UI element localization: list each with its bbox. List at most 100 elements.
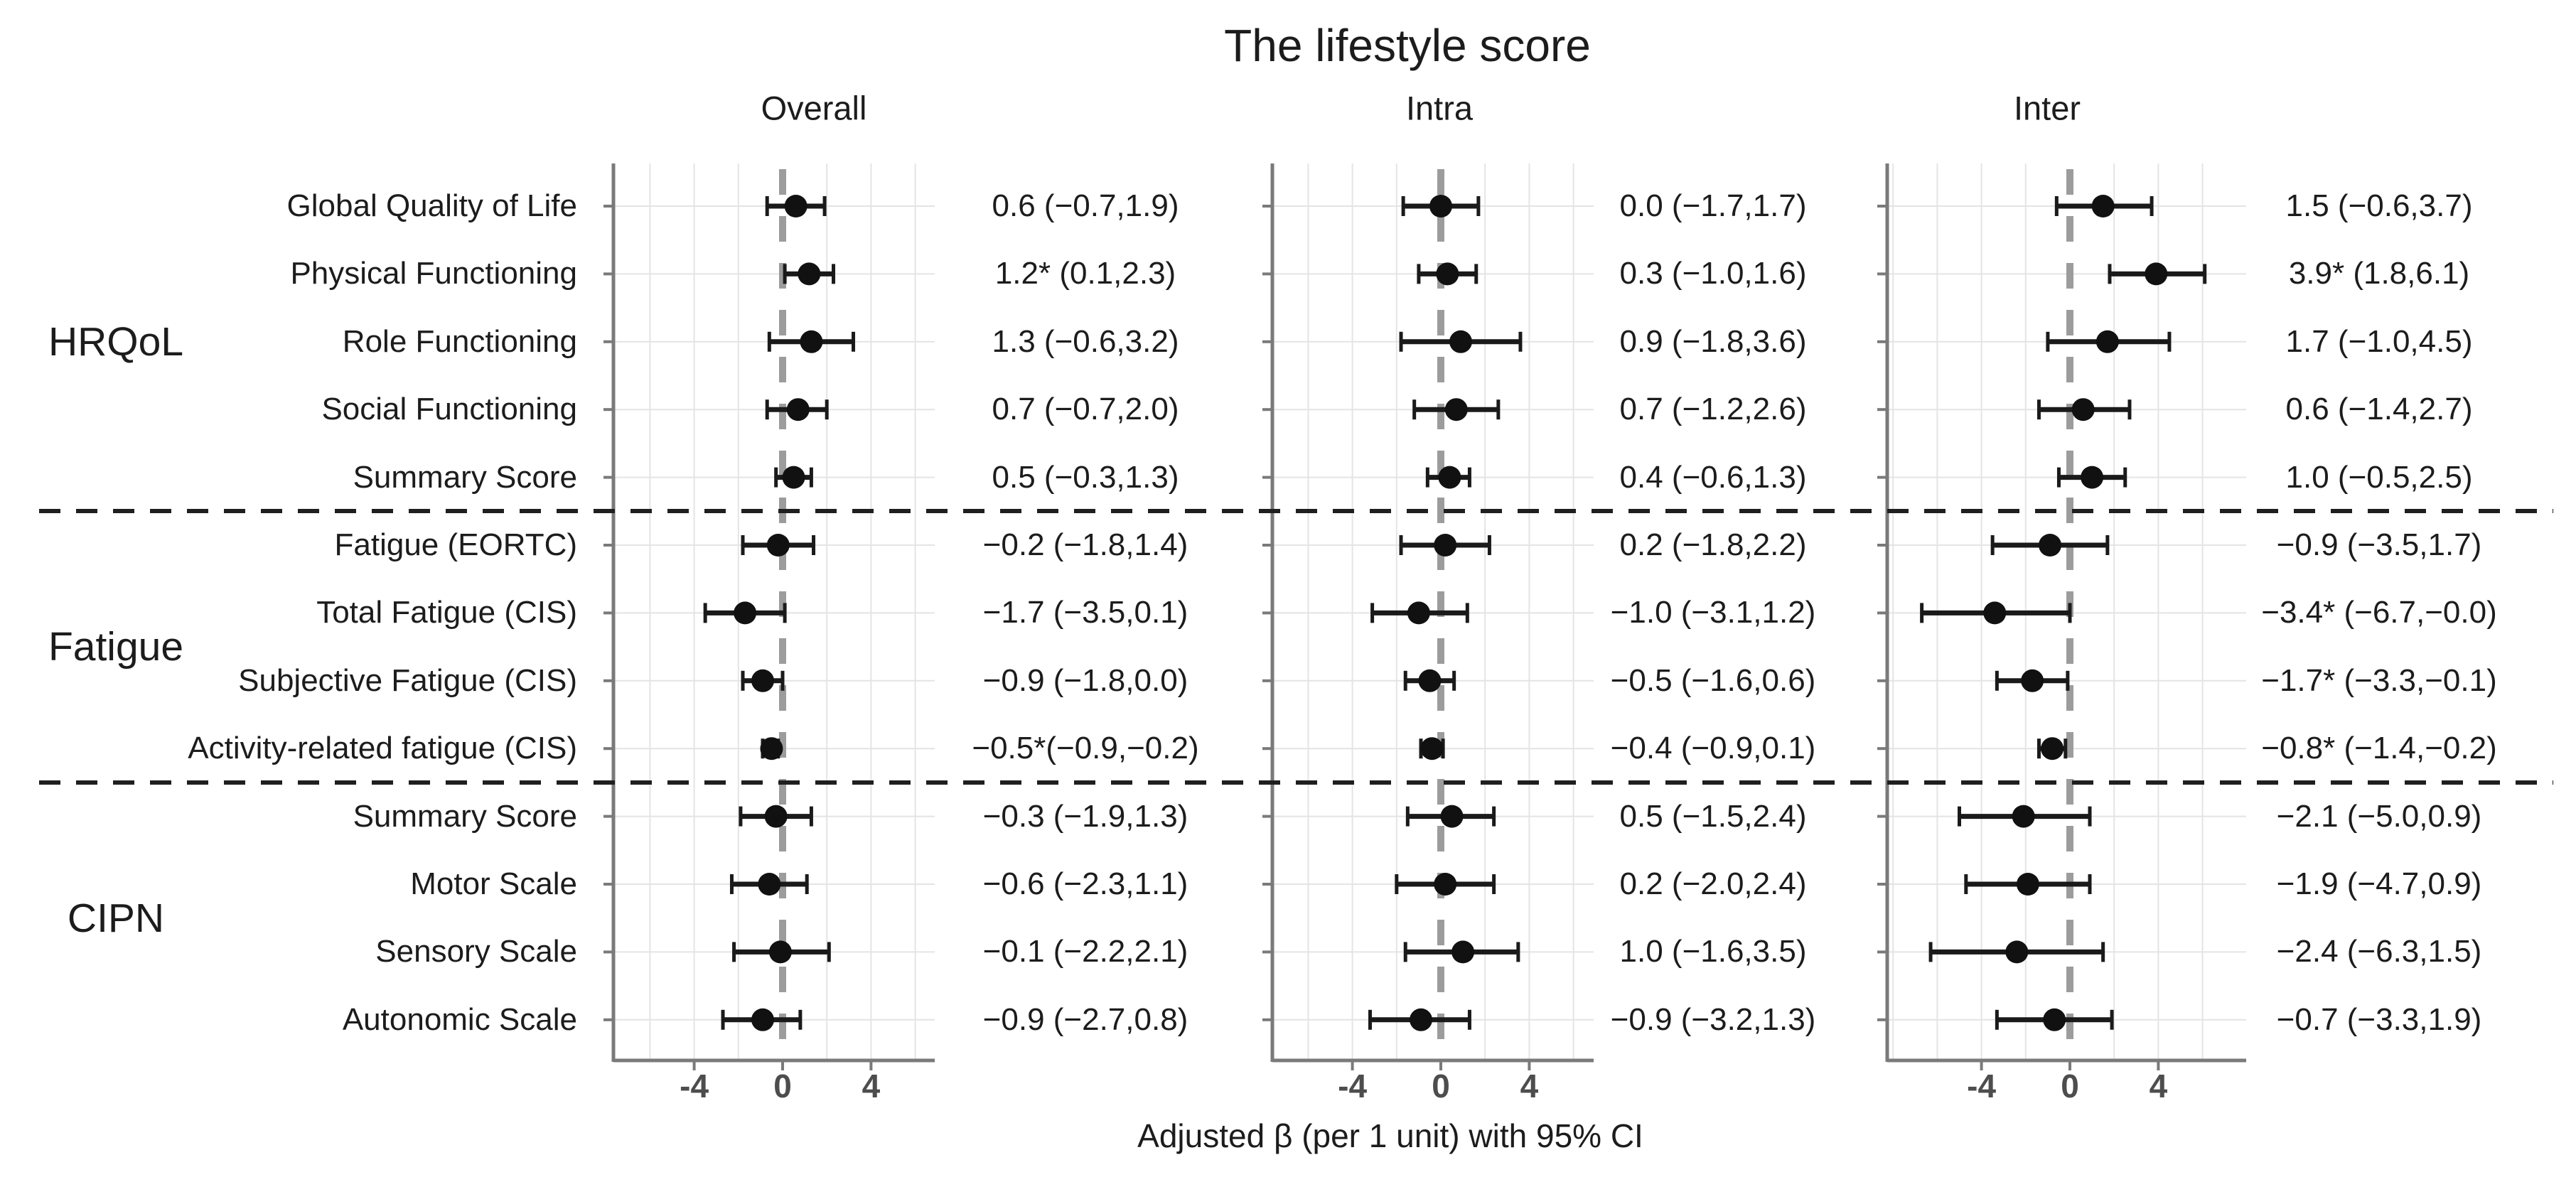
panel-header-intra: Intra: [1405, 89, 1474, 127]
estimate-point: [734, 601, 757, 625]
estimate-ci-text: 0.0 (−1.7,1.7): [1619, 188, 1807, 223]
estimate-ci-text: −1.0 (−3.1,1.2): [1610, 595, 1816, 630]
estimate-point: [1420, 737, 1444, 761]
estimate-point: [2091, 195, 2115, 217]
estimate-ci-text: 0.2 (−2.0,2.4): [1619, 866, 1807, 901]
x-tick-label: 0: [1432, 1068, 1450, 1105]
estimate-ci-text: −0.4 (−0.9,0.1): [1610, 731, 1816, 766]
estimate-point: [2021, 669, 2044, 692]
estimate-ci-text: 0.6 (−0.7,1.9): [992, 188, 1179, 223]
x-tick-label: 0: [773, 1068, 792, 1105]
estimate-point: [760, 737, 783, 761]
row-label: Activity-related fatigue (CIS): [188, 731, 577, 766]
estimate-point: [784, 195, 807, 217]
estimate-point: [1407, 601, 1430, 625]
estimate-point: [751, 669, 775, 692]
row-label: Motor Scale: [410, 866, 577, 901]
estimate-point: [1434, 534, 1457, 557]
estimate-ci-text: 1.7 (−1.0,4.5): [2285, 323, 2473, 359]
estimate-ci-text: 0.6 (−1.4,2.7): [2285, 392, 2473, 427]
estimate-point: [764, 805, 788, 828]
estimate-point: [2016, 873, 2039, 896]
panel-header-inter: Inter: [2013, 89, 2081, 127]
estimate-point: [1983, 601, 2007, 625]
estimate-ci-text: −0.1 (−2.2,2.1): [982, 934, 1188, 969]
row-label: Physical Functioning: [290, 256, 577, 291]
estimate-ci-text: −0.5*(−0.9,−0.2): [972, 731, 1199, 766]
estimate-ci-text: −0.8* (−1.4,−0.2): [2261, 731, 2497, 766]
estimate-point: [1440, 805, 1464, 828]
estimate-point: [1434, 873, 1457, 896]
estimate-ci-text: −0.7 (−3.3,1.9): [2276, 1001, 2482, 1037]
x-tick-label: -4: [1338, 1068, 1368, 1105]
estimate-ci-text: −0.2 (−1.8,1.4): [982, 527, 1188, 562]
estimate-ci-text: 0.9 (−1.8,3.6): [1619, 323, 1807, 359]
panel-header-overall: Overall: [761, 89, 867, 127]
estimate-point: [1436, 262, 1459, 286]
estimate-ci-text: −1.9 (−4.7,0.9): [2276, 866, 2482, 901]
estimate-point: [786, 398, 810, 421]
x-tick-label: 4: [2149, 1068, 2168, 1105]
estimate-point: [800, 330, 823, 353]
x-tick-label: -4: [1967, 1068, 1997, 1105]
group-label-cipn: CIPN: [67, 896, 165, 941]
x-tick-label: -4: [680, 1068, 709, 1105]
estimate-point: [2041, 737, 2064, 761]
group-label-fatigue: Fatigue: [48, 624, 184, 670]
estimate-point: [1418, 669, 1442, 692]
row-label: Sensory Scale: [375, 934, 577, 969]
estimate-ci-text: 1.0 (−1.6,3.5): [1619, 934, 1807, 969]
estimate-point: [2039, 534, 2062, 557]
estimate-ci-text: −0.6 (−2.3,1.1): [982, 866, 1188, 901]
estimate-ci-text: 0.7 (−1.2,2.6): [1619, 392, 1807, 427]
estimate-point: [2081, 466, 2104, 489]
estimate-point: [2071, 398, 2095, 421]
estimate-point: [1438, 466, 1461, 489]
estimate-point: [2012, 805, 2035, 828]
row-label: Role Functioning: [342, 323, 577, 359]
estimate-ci-text: 0.3 (−1.0,1.6): [1619, 256, 1807, 291]
estimate-point: [1444, 398, 1468, 421]
estimate-ci-text: 1.2* (0.1,2.3): [994, 256, 1176, 291]
estimate-ci-text: 0.5 (−0.3,1.3): [992, 459, 1179, 495]
estimate-ci-text: 0.2 (−1.8,2.2): [1619, 527, 1807, 562]
x-tick-label: 4: [1520, 1068, 1539, 1105]
estimate-ci-text: 1.3 (−0.6,3.2): [992, 323, 1179, 359]
row-label: Fatigue (EORTC): [334, 527, 578, 562]
estimate-point: [2043, 1008, 2066, 1031]
estimate-ci-text: −3.4* (−6.7,−0.0): [2261, 595, 2497, 630]
estimate-ci-text: 0.5 (−1.5,2.4): [1619, 798, 1807, 834]
estimate-point: [1451, 940, 1475, 964]
estimate-point: [1449, 330, 1472, 353]
estimate-ci-text: −0.9 (−2.7,0.8): [982, 1001, 1188, 1037]
estimate-point: [758, 873, 781, 896]
row-label: Social Functioning: [321, 392, 577, 427]
estimate-ci-text: −0.9 (−3.5,1.7): [2276, 527, 2482, 562]
estimate-ci-text: −0.3 (−1.9,1.3): [982, 798, 1188, 834]
estimate-ci-text: −0.9 (−3.2,1.3): [1610, 1001, 1816, 1037]
row-label: Autonomic Scale: [342, 1001, 577, 1037]
estimate-ci-text: 0.4 (−0.6,1.3): [1619, 459, 1807, 495]
estimate-point: [2145, 262, 2168, 286]
estimate-ci-text: −1.7 (−3.5,0.1): [982, 595, 1188, 630]
chart-title: The lifestyle score: [1224, 20, 1591, 71]
estimate-point: [782, 466, 805, 489]
estimate-ci-text: 0.7 (−0.7,2.0): [992, 392, 1179, 427]
estimate-ci-text: −2.1 (−5.0,0.9): [2276, 798, 2482, 834]
x-tick-label: 4: [862, 1068, 881, 1105]
estimate-point: [1429, 195, 1452, 217]
estimate-ci-text: −0.5 (−1.6,0.6): [1610, 662, 1816, 698]
estimate-ci-text: −2.4 (−6.3,1.5): [2276, 934, 2482, 969]
estimate-point: [2095, 330, 2119, 353]
estimate-ci-text: 3.9* (1.8,6.1): [2288, 256, 2470, 291]
row-label: Subjective Fatigue (CIS): [238, 662, 577, 698]
row-label: Global Quality of Life: [286, 188, 577, 223]
estimate-ci-text: −0.9 (−1.8,0.0): [982, 662, 1188, 698]
estimate-ci-text: 1.0 (−0.5,2.5): [2285, 459, 2473, 495]
estimate-ci-text: 1.5 (−0.6,3.7): [2285, 188, 2473, 223]
x-axis-label: Adjusted β (per 1 unit) with 95% CI: [1137, 1117, 1643, 1154]
row-label: Summary Score: [353, 798, 577, 834]
row-label: Summary Score: [353, 459, 577, 495]
